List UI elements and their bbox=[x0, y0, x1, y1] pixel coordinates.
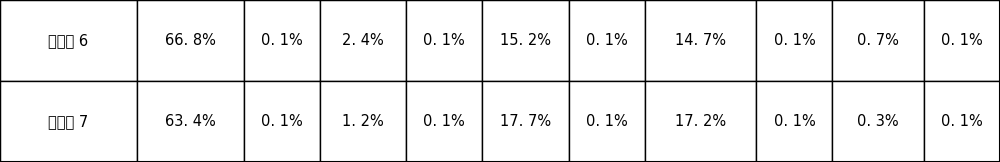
Bar bbox=[756, 0, 832, 81]
Bar bbox=[320, 0, 406, 81]
Text: 17. 7%: 17. 7% bbox=[500, 114, 551, 129]
Text: 0. 1%: 0. 1% bbox=[774, 114, 815, 129]
Bar bbox=[482, 0, 569, 81]
Bar bbox=[0, 0, 137, 81]
Bar bbox=[569, 81, 645, 162]
Text: 0. 1%: 0. 1% bbox=[586, 33, 627, 48]
Bar bbox=[645, 81, 756, 162]
Bar bbox=[0, 81, 137, 162]
Text: 66. 8%: 66. 8% bbox=[165, 33, 216, 48]
Text: 15. 2%: 15. 2% bbox=[500, 33, 551, 48]
Text: 实施例 6: 实施例 6 bbox=[48, 33, 89, 48]
Text: 0. 1%: 0. 1% bbox=[774, 33, 815, 48]
Text: 0. 1%: 0. 1% bbox=[423, 33, 465, 48]
Bar bbox=[244, 0, 320, 81]
Text: 0. 7%: 0. 7% bbox=[857, 33, 899, 48]
Text: 实施例 7: 实施例 7 bbox=[48, 114, 89, 129]
Bar bbox=[482, 81, 569, 162]
Bar bbox=[832, 0, 924, 81]
Bar bbox=[756, 81, 832, 162]
Bar bbox=[137, 0, 244, 81]
Text: 0. 1%: 0. 1% bbox=[423, 114, 465, 129]
Text: 2. 4%: 2. 4% bbox=[342, 33, 384, 48]
Bar bbox=[924, 81, 1000, 162]
Bar bbox=[244, 81, 320, 162]
Text: 14. 7%: 14. 7% bbox=[675, 33, 726, 48]
Bar bbox=[406, 0, 482, 81]
Text: 63. 4%: 63. 4% bbox=[165, 114, 216, 129]
Text: 1. 2%: 1. 2% bbox=[342, 114, 384, 129]
Bar bbox=[137, 81, 244, 162]
Text: 0. 1%: 0. 1% bbox=[261, 114, 303, 129]
Text: 17. 2%: 17. 2% bbox=[675, 114, 726, 129]
Text: 0. 1%: 0. 1% bbox=[941, 114, 983, 129]
Text: 0. 1%: 0. 1% bbox=[586, 114, 627, 129]
Text: 0. 3%: 0. 3% bbox=[857, 114, 899, 129]
Bar bbox=[832, 81, 924, 162]
Bar bbox=[406, 81, 482, 162]
Text: 0. 1%: 0. 1% bbox=[261, 33, 303, 48]
Bar bbox=[320, 81, 406, 162]
Text: 0. 1%: 0. 1% bbox=[941, 33, 983, 48]
Bar bbox=[569, 0, 645, 81]
Bar bbox=[924, 0, 1000, 81]
Bar bbox=[645, 0, 756, 81]
